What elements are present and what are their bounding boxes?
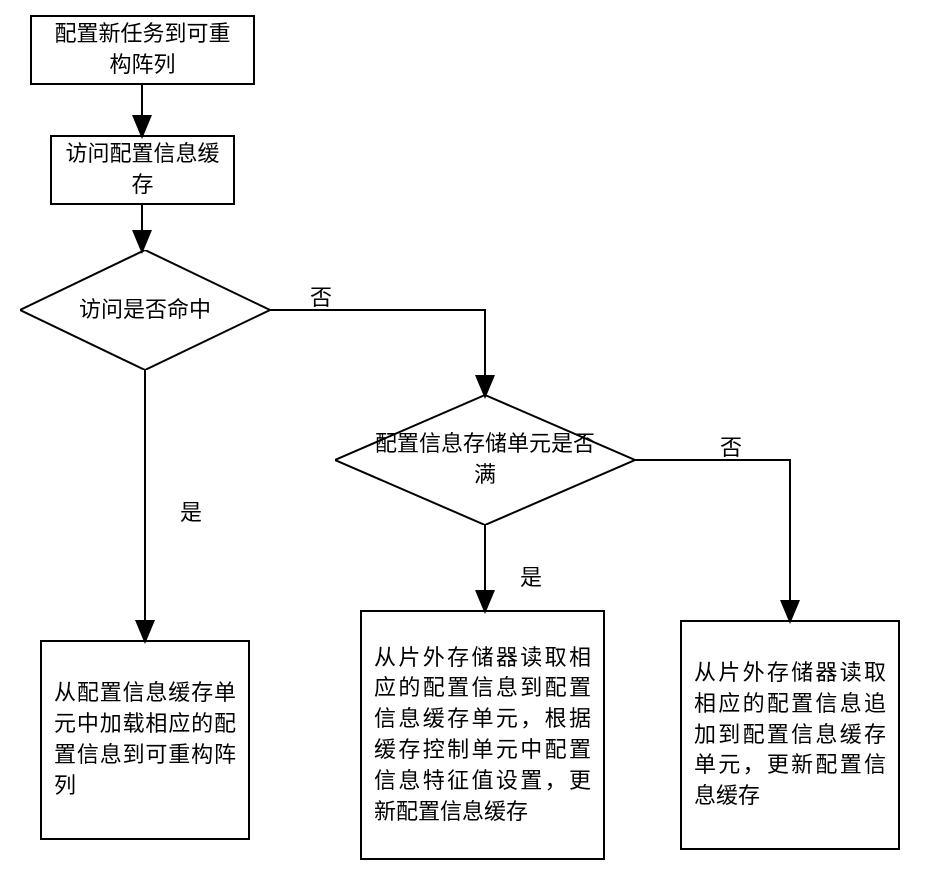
- node-label: 从片外存储器读取相应的配置信息到配置信息缓存单元，根据缓存控制单元中配置信息特征…: [374, 643, 591, 828]
- decision-label: 访问是否命中: [79, 295, 211, 326]
- edge-label-yes-2: 是: [520, 560, 542, 592]
- decision-label: 配置信息存储单元是否满: [365, 429, 605, 491]
- edge-label-no-1: 否: [310, 280, 332, 312]
- node-label: 从配置信息缓存单元中加载相应的配置信息到可重构阵列: [54, 678, 236, 801]
- node-access-cache: 访问配置信息缓存: [50, 135, 235, 205]
- node-label: 从片外存储器读取相应的配置信息追加到配置信息缓存单元，更新配置信息缓存: [694, 658, 886, 812]
- node-label: 访问配置信息缓存: [64, 139, 221, 201]
- node-load-from-cache: 从配置信息缓存单元中加载相应的配置信息到可重构阵列: [40, 640, 250, 840]
- decision-access-hit: 访问是否命中: [20, 250, 270, 370]
- edge-label-yes-1: 是: [180, 495, 202, 527]
- edge-label-no-2: 否: [720, 430, 742, 462]
- node-read-offchip-update: 从片外存储器读取相应的配置信息到配置信息缓存单元，根据缓存控制单元中配置信息特征…: [360, 610, 605, 860]
- decision-storage-full: 配置信息存储单元是否满: [335, 395, 635, 525]
- node-read-offchip-append: 从片外存储器读取相应的配置信息追加到配置信息缓存单元，更新配置信息缓存: [680, 620, 900, 850]
- node-config-new-task: 配置新任务到可重构阵列: [30, 15, 255, 85]
- node-label: 配置新任务到可重构阵列: [44, 19, 241, 81]
